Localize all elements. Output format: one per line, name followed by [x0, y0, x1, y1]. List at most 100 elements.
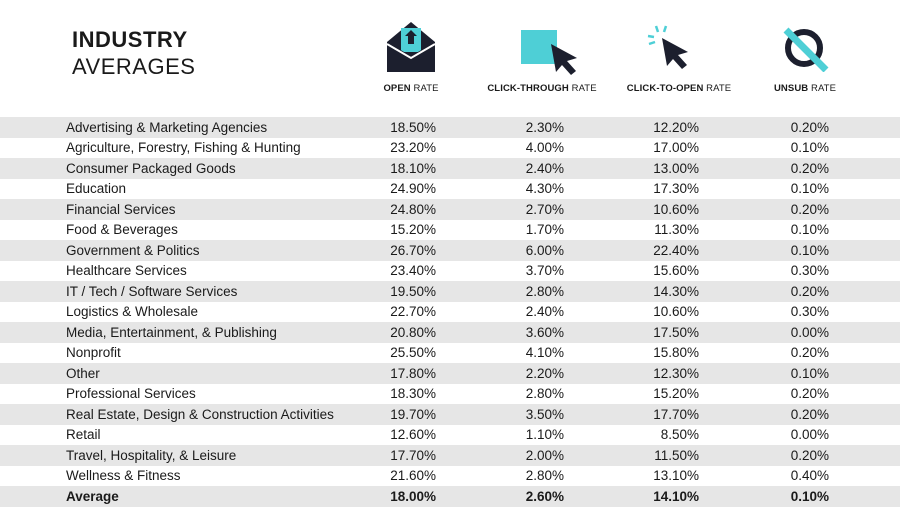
click-through-rate-cell: 2.30% [525, 119, 564, 135]
click-to-open-rate-cell: 17.30% [653, 181, 699, 197]
industry-name-cell: Healthcare Services [66, 263, 187, 279]
table-row: Agriculture, Forestry, Fishing & Hunting… [0, 138, 900, 159]
unsub-rate-cell: 0.10% [790, 365, 829, 381]
click-to-open-rate-cell: 17.70% [653, 406, 699, 422]
average-row: Average 18.00% 2.60% 14.10% 0.10% [0, 486, 900, 507]
unsub-rate-cell: 0.10% [790, 488, 829, 504]
click-to-open-rate-cell: 14.10% [653, 488, 699, 504]
unsub-rate-cell: 0.20% [790, 345, 829, 361]
industry-name-cell: Media, Entertainment, & Publishing [66, 324, 277, 340]
table-row: Travel, Hospitality, & Leisure 17.70% 2.00… [0, 445, 900, 466]
table-row: Professional Services 18.30% 2.80% 15.20% 0.… [0, 384, 900, 405]
unsub-rate-cell: 0.20% [790, 119, 829, 135]
click-to-open-rate-cell: 11.50% [654, 447, 699, 463]
click-through-rate-cell: 2.40% [525, 160, 564, 176]
table-row: Government & Politics 26.70% 6.00% 22.40% 0.… [0, 240, 900, 261]
open-rate-cell: 19.50% [390, 283, 436, 299]
industry-name-cell: Nonprofit [66, 345, 121, 361]
open-rate-cell: 20.80% [390, 324, 436, 340]
table-row: Other 17.80% 2.20% 12.30% 0.10% [0, 363, 900, 384]
open-rate-cell: 12.60% [390, 427, 436, 443]
industry-name-cell: Government & Politics [66, 242, 200, 258]
industry-name-cell: Education [66, 181, 127, 197]
click-to-open-rate-cell: 22.40% [653, 242, 699, 258]
click-to-open-rate-cell: 15.60% [653, 263, 699, 279]
industry-name-cell: IT / Tech / Software Services [66, 283, 238, 299]
industry-name-cell: Agriculture, Forestry, Fishing & Hunting [66, 140, 301, 156]
industry-name-cell: Logistics & Wholesale [66, 304, 199, 320]
click-through-rate-cell: 2.80% [525, 283, 564, 299]
open-rate-cell: 19.70% [390, 406, 436, 422]
unsub-rate-cell: 0.00% [790, 324, 829, 340]
cursor-square-icon [521, 30, 577, 75]
click-through-rate-cell: 4.10% [525, 345, 564, 361]
unsub-rate-cell: 0.00% [790, 427, 829, 443]
click-to-open-rate-cell: 11.30% [654, 222, 699, 238]
click-through-rate-cell: 2.60% [525, 488, 564, 504]
click-to-open-rate-cell: 12.30% [653, 365, 699, 381]
table-row: Consumer Packaged Goods 18.10% 2.40% 13.00%… [0, 158, 900, 179]
click-to-open-rate-cell: 17.00% [653, 140, 699, 156]
industry-name-cell: Average [66, 488, 119, 504]
table-row: Nonprofit 25.50% 4.10% 15.80% 0.20% [0, 343, 900, 364]
unsub-rate-cell: 0.20% [790, 447, 829, 463]
open-rate-cell: 18.50% [390, 119, 436, 135]
unsub-rate-cell: 0.10% [790, 222, 829, 238]
industry-name-cell: Wellness & Fitness [66, 468, 181, 484]
click-through-rate-cell: 1.10% [525, 427, 564, 443]
unsub-rate-cell: 0.20% [790, 406, 829, 422]
open-rate-cell: 17.80% [390, 365, 436, 381]
industry-name-cell: Consumer Packaged Goods [66, 160, 236, 176]
table-row: Wellness & Fitness 21.60% 2.80% 13.10% 0.40% [0, 466, 900, 487]
table-row: Retail 12.60% 1.10% 8.50% 0.00% [0, 425, 900, 446]
open-rate-cell: 22.70% [390, 304, 436, 320]
open-rate-cell: 21.60% [390, 468, 436, 484]
click-to-open-rate-cell: 10.60% [653, 201, 699, 217]
unsub-rate-cell: 0.10% [790, 181, 829, 197]
cursor-click-icon [647, 25, 688, 69]
table-row: Advertising & Marketing Agencies 18.50% 2.… [0, 117, 900, 138]
open-rate-cell: 18.30% [390, 386, 436, 402]
industry-name-cell: Real Estate, Design & Construction Activ… [66, 406, 334, 422]
click-through-rate-cell: 2.80% [525, 386, 564, 402]
industry-averages-table: Advertising & Marketing Agencies 18.50% 2.… [0, 117, 900, 507]
open-rate-cell: 18.10% [390, 160, 436, 176]
click-through-rate-cell: 2.80% [525, 468, 564, 484]
column-header-open-rate: OPEN RATE [383, 83, 439, 94]
click-to-open-rate-cell: 17.50% [653, 324, 699, 340]
industry-name-cell: Travel, Hospitality, & Leisure [66, 447, 237, 463]
industry-name-cell: Professional Services [66, 386, 196, 402]
click-to-open-rate-cell: 13.00% [653, 160, 699, 176]
column-header-unsub-rate: UNSUB RATE [773, 83, 837, 94]
column-header-click-through-rate: CLICK-THROUGH RATE [487, 83, 597, 94]
open-rate-cell: 23.40% [390, 263, 436, 279]
industry-name-cell: Advertising & Marketing Agencies [66, 119, 268, 135]
envelope-icon [386, 22, 436, 72]
industry-name-cell: Other [66, 365, 100, 381]
unsub-rate-cell: 0.10% [790, 242, 829, 258]
open-rate-cell: 26.70% [390, 242, 436, 258]
table-row: IT / Tech / Software Services 19.50% 2.80%… [0, 281, 900, 302]
unsub-rate-cell: 0.20% [790, 386, 829, 402]
click-to-open-rate-cell: 8.50% [660, 427, 699, 443]
click-to-open-rate-cell: 15.20% [653, 386, 699, 402]
click-through-rate-cell: 2.40% [525, 304, 564, 320]
click-through-rate-cell: 4.00% [525, 140, 564, 156]
industry-name-cell: Financial Services [66, 201, 176, 217]
open-rate-cell: 18.00% [390, 488, 436, 504]
open-rate-cell: 25.50% [390, 345, 436, 361]
open-rate-cell: 15.20% [390, 222, 436, 238]
table-row: Healthcare Services 23.40% 3.70% 15.60% 0.30… [0, 261, 900, 282]
click-through-rate-cell: 2.20% [525, 365, 564, 381]
page-title: INDUSTRY AVERAGES [72, 26, 195, 80]
unsub-rate-cell: 0.30% [790, 304, 829, 320]
table-row: Media, Entertainment, & Publishing 20.80%… [0, 322, 900, 343]
table-row: Real Estate, Design & Construction Activ… [0, 404, 900, 425]
open-rate-cell: 17.70% [390, 447, 436, 463]
column-header-click-to-open-rate: CLICK-TO-OPEN RATE [626, 83, 732, 94]
industry-name-cell: Food & Beverages [66, 222, 178, 238]
title-line-2: AVERAGES [72, 54, 196, 79]
click-through-rate-cell: 3.50% [525, 406, 564, 422]
table-row: Financial Services 24.80% 2.70% 10.60% 0.20% [0, 199, 900, 220]
click-to-open-rate-cell: 14.30% [653, 283, 699, 299]
